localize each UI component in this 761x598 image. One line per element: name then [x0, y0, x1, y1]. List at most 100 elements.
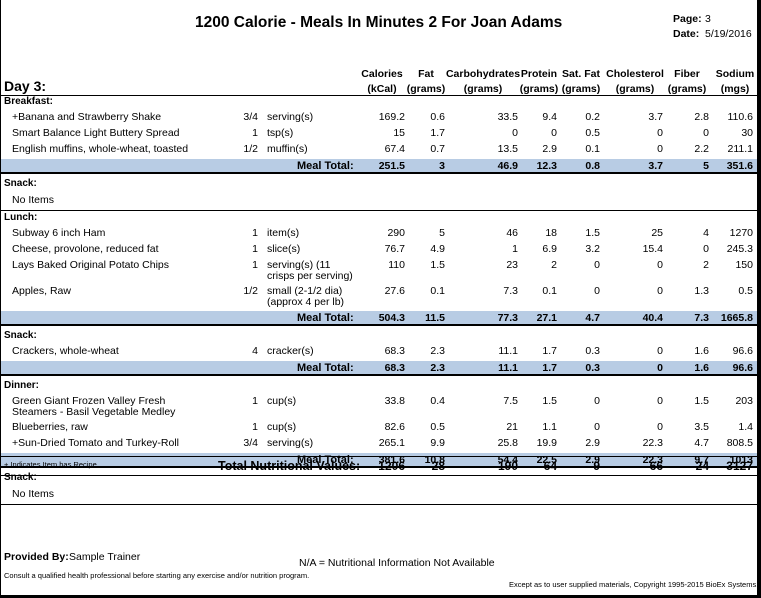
no-items-text: No Items — [12, 194, 55, 206]
food-unit-cont: crisps per serving) — [267, 270, 353, 282]
food-value-fat: 0.7 — [430, 143, 445, 155]
food-name: Subway 6 inch Ham — [12, 227, 106, 239]
food-unit: cup(s) — [267, 395, 297, 407]
meal-total-carbohydrates: 54.4 — [497, 454, 518, 466]
food-value-sodium: 211.1 — [727, 143, 754, 155]
section-label: Dinner: — [4, 380, 39, 391]
food-value-protein: 2 — [551, 259, 557, 271]
food-value-carbohydrates: 11.1 — [498, 345, 518, 357]
food-value-sodium: 110.6 — [727, 111, 754, 123]
col-unit-sodium: (mgs) — [720, 83, 750, 95]
col-unit-calories: (kCal) — [367, 83, 397, 95]
food-value-fat: 0.1 — [430, 285, 445, 297]
meal-total-fiber: 7.3 — [694, 312, 709, 324]
food-unit: serving(s) — [267, 437, 314, 449]
food-value-sat-fat: 3.2 — [585, 243, 600, 255]
meal-total-cholesterol: 40.4 — [642, 312, 663, 324]
section-divider — [1, 504, 757, 505]
food-value-carbohydrates: 7.5 — [503, 395, 518, 407]
disclaimer: Consult a qualified health professional … — [4, 571, 310, 580]
food-value-calories: 68.3 — [384, 345, 405, 357]
food-value-protein: 1.1 — [542, 421, 557, 433]
col-unit-cholesterol: (grams) — [615, 83, 655, 95]
food-value-fiber: 1.5 — [694, 395, 709, 407]
total-nutritional-label: Total Nutritional Values: — [218, 459, 361, 473]
food-value-sodium: 0.5 — [738, 285, 753, 297]
food-value-sat-fat: 0.1 — [585, 143, 600, 155]
meal-total-sat-fat: 0.3 — [585, 362, 600, 374]
meal-total-cholesterol: 22.3 — [642, 454, 663, 466]
food-value-cholesterol: 3.7 — [648, 111, 663, 123]
recipe-note: + Indicates Item has Recipe — [4, 460, 97, 469]
header-rule — [1, 95, 757, 96]
meal-total-fat: 11.5 — [425, 312, 445, 324]
food-qty: 1 — [252, 227, 258, 239]
food-name: Green Giant Frozen Valley Fresh — [12, 395, 166, 407]
food-name: Crackers, whole-wheat — [12, 345, 119, 357]
totals-top-rule — [1, 456, 757, 457]
meal-total-fat: 2.3 — [430, 362, 445, 374]
food-qty: 1 — [252, 395, 258, 407]
food-value-protein: 1.7 — [542, 345, 557, 357]
meal-total-sodium: 1665.8 — [720, 312, 753, 324]
food-value-fiber: 0 — [703, 243, 709, 255]
food-unit: cup(s) — [267, 421, 297, 433]
food-value-sodium: 808.5 — [726, 437, 753, 449]
food-value-cholesterol: 0 — [657, 395, 663, 407]
food-value-sodium: 203 — [735, 395, 753, 407]
meal-total-label: Meal Total: — [297, 454, 354, 466]
food-value-protein: 1.5 — [542, 395, 557, 407]
food-name: Lays Baked Original Potato Chips — [12, 259, 170, 271]
food-value-sodium: 96.6 — [732, 345, 753, 357]
food-value-cholesterol: 0 — [657, 127, 663, 139]
food-value-sodium: 30 — [741, 127, 753, 139]
food-qty: 4 — [252, 345, 258, 357]
grand-total-calories: 1206 — [378, 459, 405, 473]
food-unit: cracker(s) — [267, 345, 314, 357]
food-name: Blueberries, raw — [12, 421, 88, 433]
grand-total-sat-fat: 9 — [593, 459, 600, 473]
grand-total-fat: 28 — [431, 459, 445, 473]
col-header-calories: Calories — [361, 68, 403, 80]
meal-total-calories: 68.3 — [384, 362, 405, 374]
meal-total-fat: 10.8 — [424, 454, 445, 466]
food-qty: 1 — [252, 127, 258, 139]
food-name: Apples, Raw — [12, 285, 71, 297]
food-value-sat-fat: 0 — [594, 421, 600, 433]
col-header-carbohydrates: Carbohydrates — [445, 68, 521, 80]
food-value-calories: 15 — [393, 127, 405, 139]
food-value-protein: 2.9 — [542, 143, 557, 155]
food-value-carbohydrates: 21 — [506, 421, 518, 433]
food-value-fat: 4.9 — [430, 243, 445, 255]
meal-total-sodium: 1013 — [729, 454, 753, 466]
meal-total-fat: 3 — [439, 160, 445, 172]
col-header-fat: Fat — [418, 68, 434, 80]
food-value-calories: 76.7 — [384, 243, 405, 255]
food-value-protein: 9.4 — [542, 111, 557, 123]
food-value-fiber: 2 — [703, 259, 709, 271]
col-header-sat-fat: Sat. Fat — [562, 68, 600, 80]
meal-total-label: Meal Total: — [297, 312, 354, 324]
food-value-sat-fat: 0 — [594, 259, 600, 271]
section-label: Breakfast: — [4, 96, 53, 107]
food-value-calories: 169.2 — [378, 111, 405, 123]
col-unit-carbohydrates: (grams) — [463, 83, 503, 95]
food-value-fiber: 1.6 — [694, 345, 709, 357]
food-value-calories: 110 — [388, 259, 405, 271]
food-unit: muffin(s) — [267, 143, 308, 155]
food-value-protein: 18 — [545, 227, 557, 239]
food-qty: 1 — [252, 421, 258, 433]
food-name: Cheese, provolone, reduced fat — [12, 243, 159, 255]
food-value-sat-fat: 2.9 — [585, 437, 600, 449]
meal-total-sodium: 96.6 — [732, 362, 753, 374]
food-qty: 1 — [252, 259, 258, 271]
food-value-sat-fat: 0 — [594, 285, 600, 297]
food-unit: item(s) — [267, 227, 300, 239]
grand-total-sodium: 3127 — [726, 459, 753, 473]
food-value-fat: 0.5 — [430, 421, 445, 433]
section-label: Snack: — [4, 330, 37, 341]
meal-total-sat-fat: 2.9 — [585, 454, 600, 466]
no-items-text: No Items — [12, 488, 55, 500]
col-header-sodium: Sodium — [715, 68, 755, 80]
food-unit-cont: (approx 4 per lb) — [267, 296, 345, 308]
